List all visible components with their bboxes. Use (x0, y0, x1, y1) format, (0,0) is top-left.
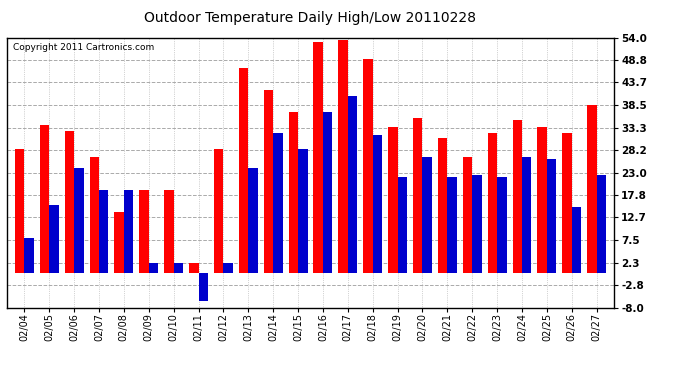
Bar (40, 124, 49, 273)
Bar (174, 262, 183, 273)
Bar (164, 190, 174, 273)
Bar (65, 131, 74, 273)
Bar (522, 157, 531, 273)
Bar (139, 190, 149, 273)
Bar (338, 40, 348, 273)
Bar (413, 118, 422, 273)
Bar (273, 133, 283, 273)
Bar (313, 42, 323, 273)
Bar (149, 262, 158, 273)
Bar (224, 262, 233, 273)
Bar (99, 190, 108, 273)
Bar (239, 68, 248, 273)
Bar (497, 177, 506, 273)
Bar (547, 159, 556, 273)
Bar (513, 120, 522, 273)
Bar (189, 262, 199, 273)
Text: Copyright 2011 Cartronics.com: Copyright 2011 Cartronics.com (13, 43, 155, 52)
Bar (24, 238, 34, 273)
Bar (472, 175, 482, 273)
Bar (562, 133, 572, 273)
Bar (15, 148, 24, 273)
Bar (323, 111, 333, 273)
Bar (288, 111, 298, 273)
Bar (298, 148, 308, 273)
Bar (115, 212, 124, 273)
Bar (388, 127, 397, 273)
Bar (447, 177, 457, 273)
Bar (488, 133, 497, 273)
Bar (422, 157, 432, 273)
Bar (463, 157, 472, 273)
Bar (348, 96, 357, 273)
Bar (199, 273, 208, 301)
Bar (587, 105, 597, 273)
Text: Outdoor Temperature Daily High/Low 20110228: Outdoor Temperature Daily High/Low 20110… (144, 11, 477, 25)
Bar (572, 207, 581, 273)
Bar (363, 59, 373, 273)
Bar (538, 127, 547, 273)
Bar (124, 190, 133, 273)
Bar (373, 135, 382, 273)
Bar (397, 177, 407, 273)
Bar (248, 168, 258, 273)
Bar (49, 205, 59, 273)
Bar (214, 148, 224, 273)
Bar (438, 138, 447, 273)
Bar (597, 175, 606, 273)
Bar (90, 157, 99, 273)
Bar (264, 90, 273, 273)
Bar (74, 168, 83, 273)
